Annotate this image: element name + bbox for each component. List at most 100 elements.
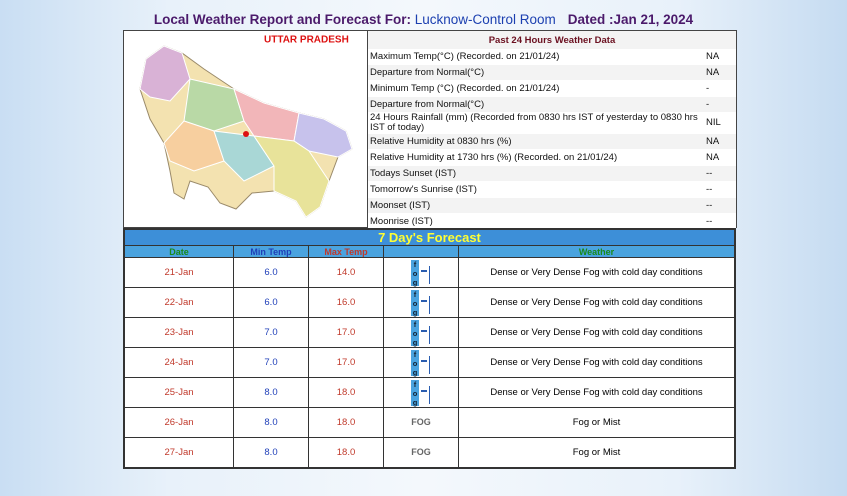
icon-dash (420, 389, 427, 392)
icon-cell: fog (383, 287, 459, 318)
date: 24-Jan (123, 347, 234, 378)
fog-icon: fog (409, 379, 434, 407)
max-temp: 16.0 (308, 287, 384, 318)
date: 25-Jan (123, 377, 234, 408)
past-label: 24 Hours Rainfall (mm) (Recorded from 08… (368, 112, 704, 134)
past-value: NA (704, 149, 736, 166)
past-value: NA (704, 49, 736, 65)
icon-arrow (428, 295, 430, 314)
past-rows: Maximum Temp(°C) (Recorded. on 21/01/24)… (368, 49, 736, 230)
icon-arrow (428, 355, 430, 374)
max-temp: 18.0 (308, 407, 384, 438)
icon-dash (420, 359, 427, 362)
icon-text: FOG (411, 417, 431, 427)
state-map: UTTAR PRADESH (139, 31, 368, 227)
icon-text: fog (410, 289, 420, 317)
past-value: -- (704, 197, 736, 214)
min-temp: 6.0 (233, 257, 309, 288)
forecast-table: 7 Day's Forecast Date Min Temp Max Temp … (123, 228, 736, 469)
icon-dash (420, 299, 427, 302)
fog-icon: fog (409, 319, 434, 347)
past-value: NIL (704, 112, 736, 134)
map-label: UTTAR PRADESH (264, 35, 349, 46)
icon-text: FOG (411, 447, 431, 457)
min-temp: 6.0 (233, 287, 309, 318)
past-row: Relative Humidity at 0830 hrs (%) NA (368, 133, 736, 150)
past-value: NA (704, 64, 736, 81)
date: 21-Jan (123, 257, 234, 288)
icon-arrow (428, 265, 430, 284)
past-24h-table: Past 24 Hours Weather Data Maximum Temp(… (368, 31, 736, 230)
icon-text: fog (410, 379, 420, 407)
past-row: Tomorrow's Sunrise (IST) -- (368, 181, 736, 198)
past-label: Departure from Normal(°C) (368, 64, 704, 81)
forecast-header: Date Min Temp Max Temp Weather (123, 245, 736, 258)
icon-arrow (428, 325, 430, 344)
fog-icon: fog (409, 349, 434, 377)
past-row: Relative Humidity at 1730 hrs (%) (Recor… (368, 149, 736, 166)
icon-arrow (428, 385, 430, 404)
past-value: - (704, 96, 736, 113)
min-temp: 8.0 (233, 407, 309, 438)
max-temp: 18.0 (308, 437, 384, 469)
weather: Fog or Mist (458, 437, 736, 469)
weather: Dense or Very Dense Fog with cold day co… (458, 287, 736, 318)
date: 23-Jan (123, 317, 234, 348)
col-min: Min Temp (233, 245, 309, 258)
past-row: 24 Hours Rainfall (mm) (Recorded from 08… (368, 112, 736, 134)
fog-icon: fog (409, 259, 434, 287)
top-panel: UTTAR PRADESH Past 24 Hours Weather Data… (123, 30, 737, 230)
min-temp: 7.0 (233, 347, 309, 378)
col-max: Max Temp (308, 245, 384, 258)
past-row: Departure from Normal(°C) - (368, 96, 736, 113)
icon-text: fog (410, 349, 420, 377)
max-temp: 14.0 (308, 257, 384, 288)
page-title: Local Weather Report and Forecast For: L… (0, 12, 847, 27)
fog-icon: fog (409, 289, 434, 317)
max-temp: 18.0 (308, 377, 384, 408)
past-value: NA (704, 133, 736, 150)
past-row: Maximum Temp(°C) (Recorded. on 21/01/24)… (368, 49, 736, 65)
min-temp: 7.0 (233, 317, 309, 348)
past-row: Departure from Normal(°C) NA (368, 64, 736, 81)
weather: Fog or Mist (458, 407, 736, 438)
title-text: Local Weather Report and Forecast For: (153, 12, 411, 27)
weather: Dense or Very Dense Fog with cold day co… (458, 347, 736, 378)
icon-dash (420, 269, 427, 272)
max-temp: 17.0 (308, 347, 384, 378)
icon-cell: fog (383, 377, 459, 408)
date: 26-Jan (123, 407, 234, 438)
min-temp: 8.0 (233, 437, 309, 469)
past-row: Moonset (IST) -- (368, 197, 736, 214)
icon-cell: fog (383, 257, 459, 288)
min-temp: 8.0 (233, 377, 309, 408)
icon-cell: FOG (383, 407, 459, 438)
past-label: Moonset (IST) (368, 197, 704, 214)
past-value: - (704, 80, 736, 97)
col-date: Date (123, 245, 234, 258)
dated: Dated :Jan 21, 2024 (567, 12, 694, 27)
icon-text: fog (410, 259, 420, 287)
region (139, 45, 191, 102)
icon-cell: fog (383, 317, 459, 348)
forecast-title: 7 Day's Forecast (123, 228, 736, 246)
forecast-row: 21-Jan 6.0 14.0 fog Dense or Very Dense Fog … (123, 257, 736, 288)
past-value: -- (704, 181, 736, 198)
forecast-row: 27-Jan 8.0 18.0 FOG Fog or Mist (123, 437, 736, 469)
past-label: Relative Humidity at 0830 hrs (%) (368, 133, 704, 150)
weather: Dense or Very Dense Fog with cold day co… (458, 377, 736, 408)
location: Lucknow-Control Room (414, 12, 556, 27)
forecast-row: 25-Jan 8.0 18.0 fog Dense or Very Dense Fog … (123, 377, 736, 408)
icon-cell: fog (383, 347, 459, 378)
date: 22-Jan (123, 287, 234, 318)
past-row: Todays Sunset (IST) -- (368, 165, 736, 182)
region (183, 78, 245, 132)
weather: Dense or Very Dense Fog with cold day co… (458, 317, 736, 348)
region (252, 135, 330, 218)
icon-cell: FOG (383, 437, 459, 469)
past-label: Relative Humidity at 1730 hrs (%) (Recor… (368, 149, 704, 166)
forecast-row: 23-Jan 7.0 17.0 fog Dense or Very Dense Fog … (123, 317, 736, 348)
forecast-row: 22-Jan 6.0 16.0 fog Dense or Very Dense Fog … (123, 287, 736, 318)
past-label: Todays Sunset (IST) (368, 165, 704, 182)
